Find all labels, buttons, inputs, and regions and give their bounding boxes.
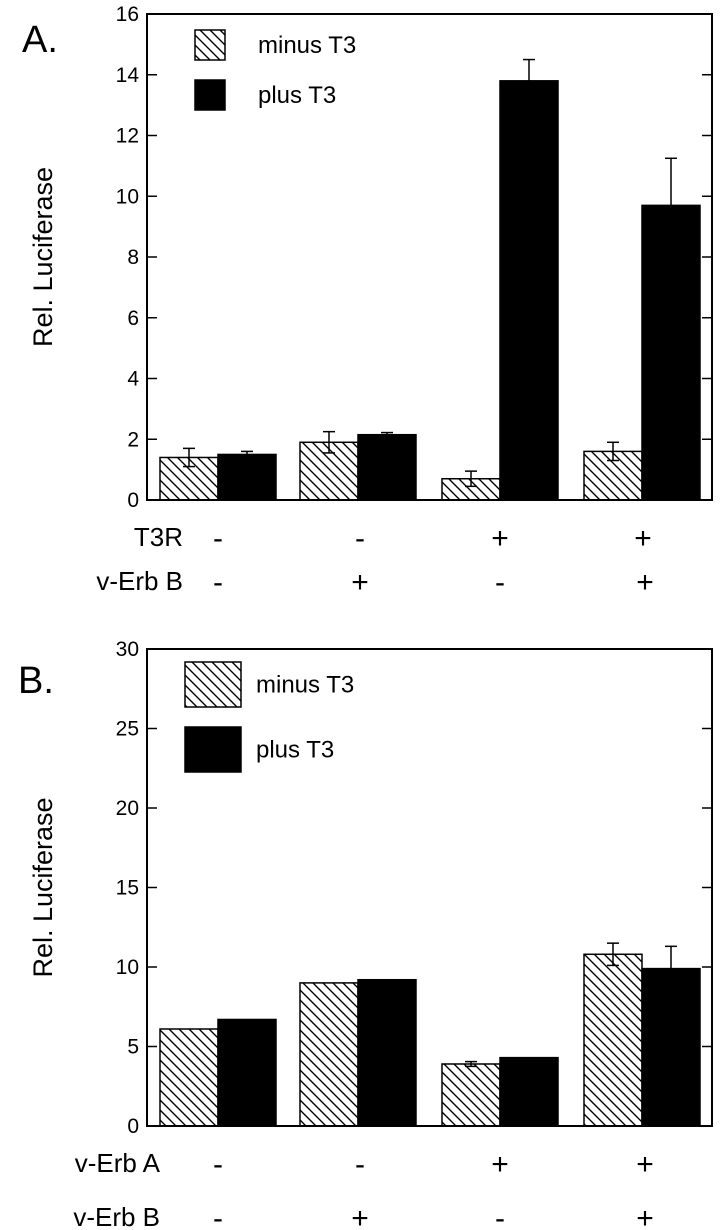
- legend-swatch-minus-t3: [194, 29, 226, 61]
- legend-label: minus T3: [256, 672, 354, 699]
- y-tick-label: 25: [116, 718, 139, 741]
- y-tick-label: 15: [116, 877, 139, 900]
- bar-plus-t3: [499, 1056, 559, 1127]
- y-tick-label: 12: [116, 125, 139, 148]
- plus-sign: +: [491, 522, 509, 555]
- bar-minus-t3: [441, 1063, 501, 1127]
- minus-sign: -: [355, 522, 365, 555]
- minus-sign: -: [495, 566, 505, 599]
- y-tick-label: 2: [127, 428, 139, 451]
- y-tick-label: 10: [116, 956, 139, 979]
- minus-sign: -: [213, 1202, 223, 1230]
- bar-plus-t3: [217, 1018, 277, 1127]
- plot-frame: [146, 648, 713, 1127]
- panel-label: A.: [22, 19, 58, 61]
- y-axis-label: Rel. Luciferase: [28, 797, 58, 977]
- minus-sign: -: [213, 566, 223, 599]
- y-tick-label: 8: [127, 246, 139, 269]
- plus-sign: +: [634, 522, 652, 555]
- legend-swatch-minus-t3: [184, 661, 242, 708]
- plus-sign: +: [636, 566, 654, 599]
- bar-plus-t3: [499, 80, 559, 501]
- y-tick-label: 14: [116, 64, 140, 87]
- condition-row-label: v-Erb A: [75, 1148, 161, 1178]
- legend-label: plus T3: [258, 82, 336, 109]
- minus-sign: -: [213, 522, 223, 555]
- condition-row-label: T3R: [134, 522, 183, 552]
- y-tick-label: 5: [127, 1036, 139, 1059]
- y-tick-label: 6: [127, 307, 139, 330]
- panel-label: B.: [18, 660, 54, 702]
- plus-sign: +: [636, 1202, 654, 1230]
- bar-plus-t3: [357, 978, 417, 1127]
- y-tick-label: 20: [116, 797, 139, 820]
- legend-label: plus T3: [256, 737, 334, 764]
- bar-plus-t3: [641, 204, 701, 501]
- y-tick-label: 0: [127, 1115, 139, 1138]
- bar-minus-t3: [583, 953, 643, 1127]
- bar-minus-t3: [299, 982, 359, 1127]
- condition-row-label: v-Erb B: [96, 566, 183, 596]
- y-tick-label: 4: [127, 368, 139, 391]
- y-tick-label: 0: [127, 489, 139, 512]
- y-axis-label: Rel. Luciferase: [28, 167, 58, 347]
- panel-a: A. Rel. Luciferase 0 2 4 6 8 10 12 14 16 minus T3 pl…: [22, 3, 713, 599]
- y-tick-label: 16: [116, 3, 139, 26]
- panel-b: B. Rel. Luciferase 0 5 10 15 20 25 30 minus T3 plu…: [18, 638, 713, 1230]
- plus-sign: +: [351, 1202, 369, 1230]
- bar-plus-t3: [357, 433, 417, 501]
- legend-swatch-plus-t3: [184, 726, 242, 773]
- plus-sign: +: [351, 566, 369, 599]
- minus-sign: -: [355, 1148, 365, 1181]
- y-tick-label: 30: [116, 638, 139, 661]
- bar-minus-t3: [159, 1028, 219, 1127]
- legend-label: minus T3: [258, 32, 356, 59]
- condition-row-label: v-Erb B: [73, 1202, 160, 1230]
- plus-sign: +: [491, 1148, 509, 1181]
- plot-frame: [146, 13, 713, 501]
- bar-plus-t3: [641, 967, 701, 1127]
- y-tick-label: 10: [116, 185, 139, 208]
- minus-sign: -: [213, 1148, 223, 1181]
- minus-sign: -: [495, 1202, 505, 1230]
- plus-sign: +: [636, 1148, 654, 1181]
- bar-plus-t3: [217, 453, 277, 501]
- legend-swatch-plus-t3: [194, 79, 226, 111]
